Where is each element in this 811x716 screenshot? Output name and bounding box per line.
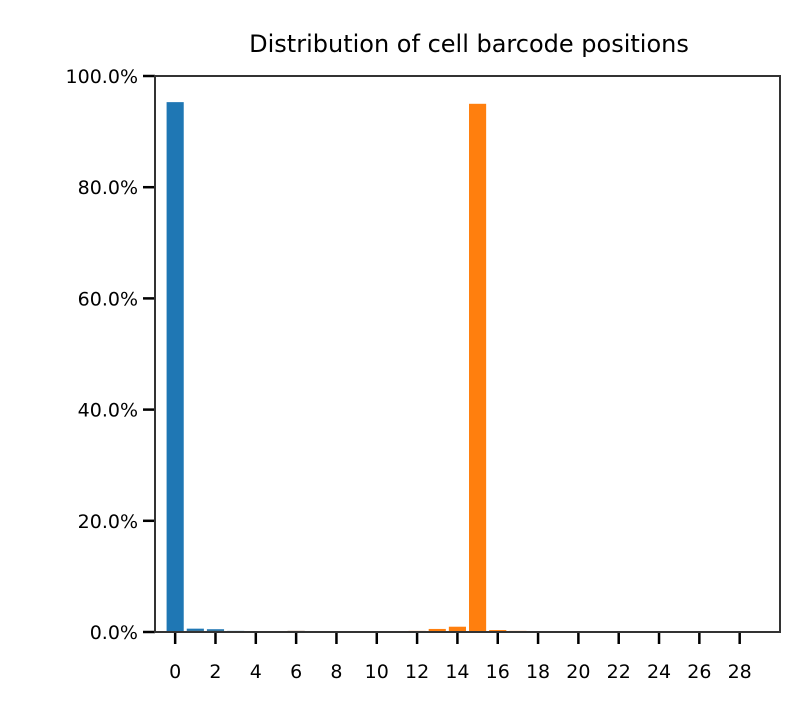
bars-group [166,102,688,633]
x-tick-label: 6 [290,661,302,683]
x-tick-label: 12 [405,661,429,683]
y-tick-label: 100.0% [66,66,138,88]
x-tick-label: 0 [169,661,181,683]
y-tick-label: 0.0% [90,622,138,644]
x-tick-label: 22 [607,661,631,683]
x-tick-label: 14 [445,661,469,683]
y-tick-label: 80.0% [78,177,138,199]
x-tick-label: 4 [250,661,262,683]
y-tick-label: 60.0% [78,288,138,310]
bar-s1-x13 [428,628,446,632]
x-tick-label: 20 [566,661,590,683]
x-tick-label: 24 [647,661,671,683]
x-tick-label: 8 [330,661,342,683]
x-tick-label: 26 [687,661,711,683]
y-tick-label: 40.0% [78,400,138,422]
x-tick-label: 16 [486,661,510,683]
y-tick-label: 20.0% [78,511,138,533]
bar-s1-x14 [448,626,466,632]
bar-s1-x15 [469,103,487,633]
chart-title: Distribution of cell barcode positions [249,30,689,58]
x-tick-label: 28 [728,661,752,683]
axes-group: 0.0%20.0%40.0%60.0%80.0%100.0%0 2 4 6 8 10 12 1… [66,66,752,683]
bar-s0-x2 [206,629,225,632]
plot-frame [154,75,781,633]
x-tick-label: 10 [365,661,389,683]
x-tick-label: 18 [526,661,550,683]
bar-s0-x1 [186,628,204,632]
x-tick-label: 2 [209,661,221,683]
bar-s0-x0 [166,102,184,632]
